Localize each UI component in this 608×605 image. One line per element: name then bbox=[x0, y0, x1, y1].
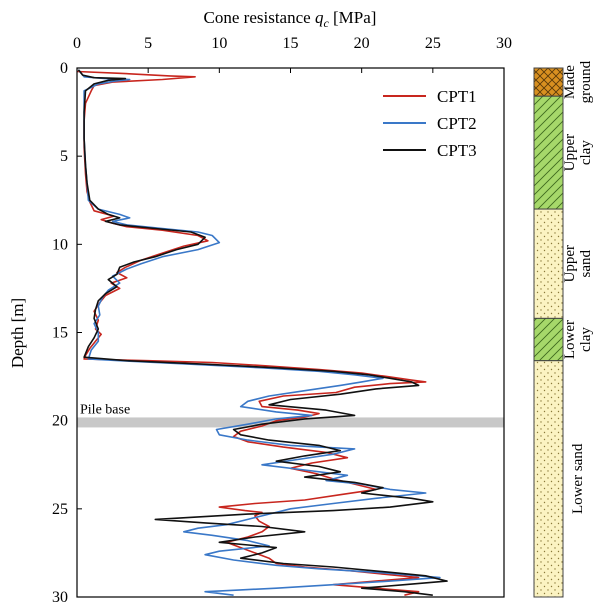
soil-layer-label: Made bbox=[562, 65, 578, 99]
y-tick-label: 15 bbox=[52, 325, 68, 342]
pile-base-label: Pile base bbox=[80, 402, 130, 417]
series-line-cpt3 bbox=[77, 69, 448, 596]
x-axis-title: Cone resistance qc [MPa] bbox=[204, 8, 377, 30]
x-tick-label: 10 bbox=[211, 35, 227, 52]
y-tick-label: 0 bbox=[60, 60, 68, 77]
legend-label: CPT2 bbox=[437, 114, 477, 133]
x-tick-group: 0 5 10 15 20 25 30 bbox=[73, 35, 512, 73]
soil-layer-label: Lower sand bbox=[570, 443, 586, 514]
series-line-cpt2 bbox=[77, 69, 441, 596]
legend: CPT1 CPT2 CPT3 bbox=[383, 87, 477, 160]
plot-frame bbox=[76, 67, 505, 598]
soil-layer-1 bbox=[533, 95, 564, 210]
legend-label: CPT3 bbox=[437, 141, 477, 160]
soil-layer-4 bbox=[533, 360, 564, 598]
x-tick-label: 15 bbox=[283, 35, 299, 52]
y-tick-label: 10 bbox=[52, 236, 68, 253]
y-tick-group: 0 5 10 15 20 25 30 bbox=[52, 60, 82, 605]
series-group bbox=[77, 69, 448, 596]
x-tick-label: 5 bbox=[144, 35, 152, 52]
soil-layer-label: ground bbox=[578, 60, 594, 103]
y-tick-label: 30 bbox=[52, 589, 68, 605]
y-tick-label: 25 bbox=[52, 501, 68, 518]
soil-layer-2 bbox=[533, 208, 564, 319]
soil-layer-label: Upper bbox=[562, 245, 578, 283]
x-tick-label: 0 bbox=[73, 35, 81, 52]
y-axis-title: Depth [m] bbox=[8, 298, 27, 368]
soil-layer-label: clay bbox=[578, 140, 594, 165]
series-line-cpt1 bbox=[77, 70, 427, 596]
soil-layer-3 bbox=[533, 317, 564, 362]
legend-label: CPT1 bbox=[437, 87, 477, 106]
soil-layer-label: clay bbox=[578, 327, 594, 352]
x-tick-label: 20 bbox=[354, 35, 370, 52]
pile-base-band bbox=[77, 417, 504, 428]
y-tick-label: 5 bbox=[60, 148, 68, 165]
soil-layer-0 bbox=[533, 67, 564, 97]
x-tick-label: 30 bbox=[496, 35, 512, 52]
soil-layer-label: sand bbox=[578, 249, 594, 277]
soil-layer-label: Upper bbox=[562, 134, 578, 172]
y-tick-label: 20 bbox=[52, 413, 68, 430]
x-tick-label: 25 bbox=[425, 35, 441, 52]
soil-layer-label: Lower bbox=[562, 320, 578, 359]
